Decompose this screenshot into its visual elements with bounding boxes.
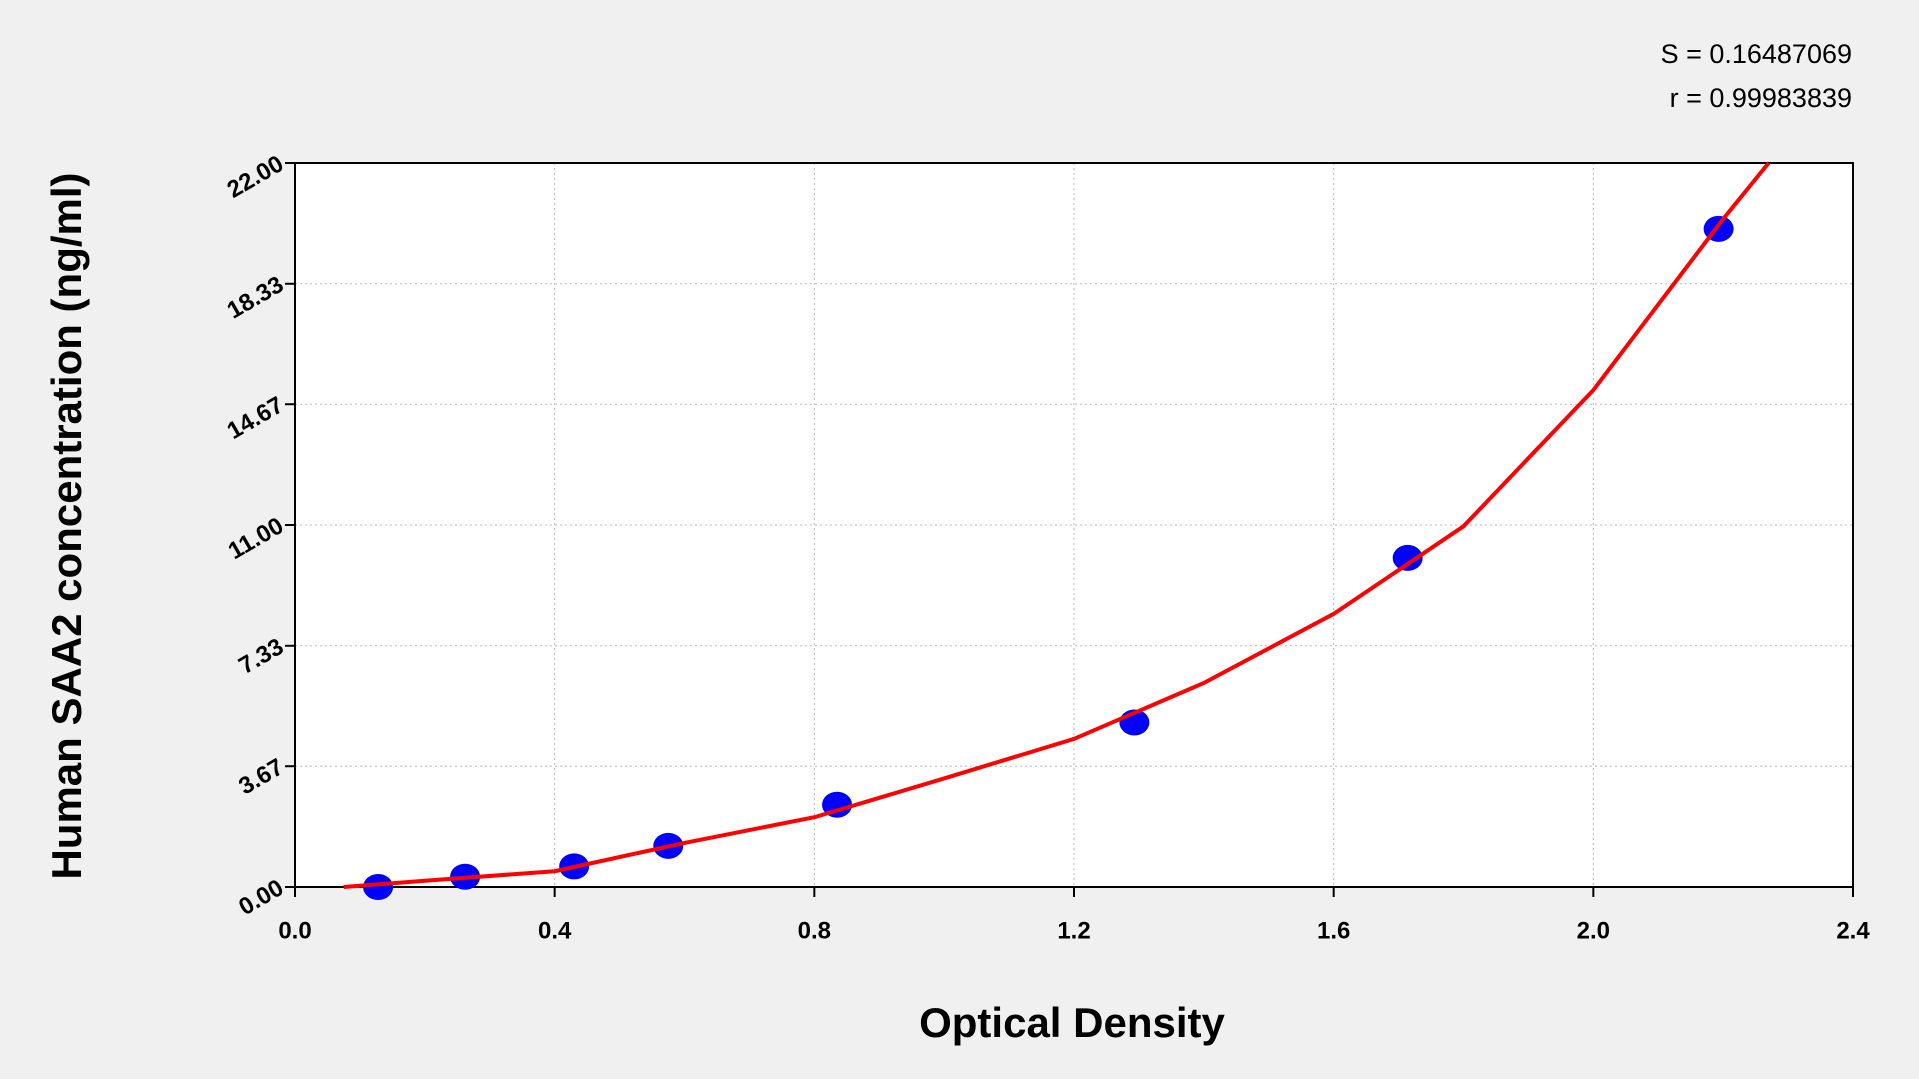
x-tick-label: 0.8 [798, 917, 831, 944]
data-point [1392, 544, 1423, 571]
x-tick-label: 2.4 [1836, 917, 1870, 944]
annotation: r = 0.99983839 [1670, 83, 1852, 113]
x-tick-label: 0.4 [538, 917, 572, 944]
fit-curve [343, 161, 1771, 889]
y-axis-title: Human SAA2 concentration (ng/ml) [43, 172, 90, 879]
x-tick-label: 1.2 [1057, 917, 1090, 944]
annotation: S = 0.16487069 [1661, 39, 1852, 69]
x-tick-label: 2.0 [1577, 917, 1610, 944]
x-axis-title: Optical Density [919, 999, 1225, 1046]
plot-frame [294, 162, 1854, 888]
data-point [363, 874, 394, 900]
x-tick-label: 1.6 [1317, 917, 1350, 944]
x-tick-label: 0.0 [278, 917, 311, 944]
